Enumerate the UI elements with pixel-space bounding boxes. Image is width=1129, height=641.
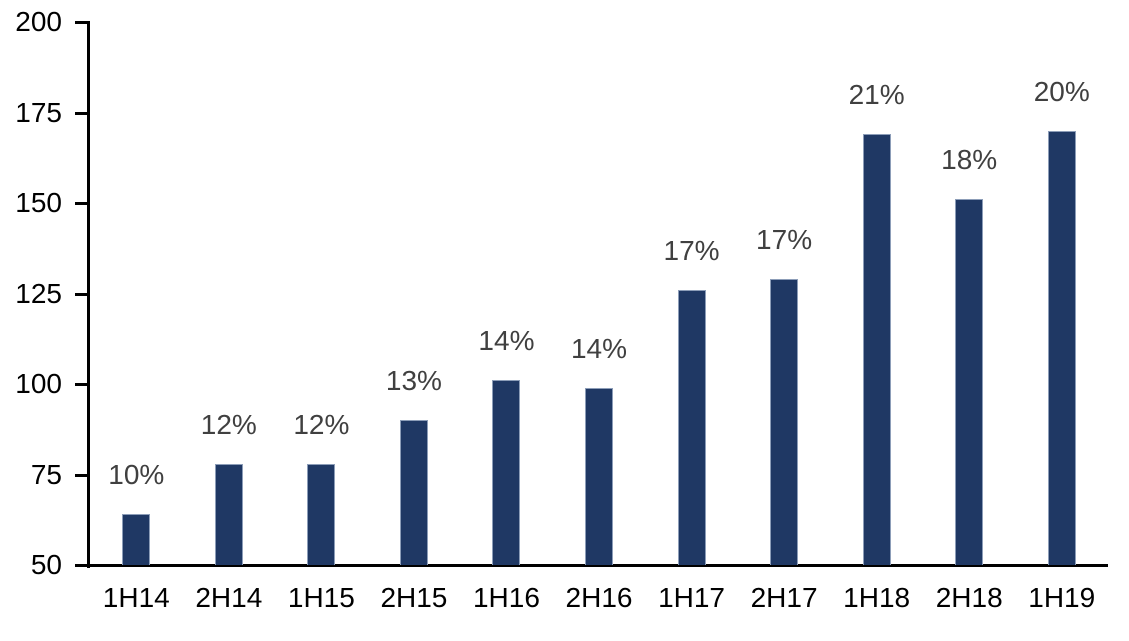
x-axis-label-2H17: 2H17	[750, 582, 818, 613]
y-axis-tick-200	[75, 21, 90, 24]
y-axis-tick-75	[75, 473, 90, 477]
x-axis-label-1H17: 1H17	[658, 582, 725, 613]
y-axis-label-75: 75	[30, 458, 62, 490]
bar-1H15	[307, 463, 336, 565]
bar-value-label-2H15: 13%	[385, 365, 442, 397]
bar-1H18	[862, 134, 891, 565]
x-axis-label-1H19: 1H19	[1028, 582, 1096, 613]
bar-value-label-2H16: 14%	[570, 332, 628, 364]
x-axis-label-2H16: 2H16	[565, 582, 633, 613]
bar-2H15	[399, 420, 428, 565]
y-axis-tick-125	[75, 292, 90, 296]
bar-2H17	[770, 279, 799, 565]
bar-2H18	[955, 199, 984, 565]
bar-value-label-2H18: 18%	[941, 144, 998, 176]
bar-value-label-1H16: 14%	[478, 325, 535, 357]
y-axis-tick-150	[75, 202, 90, 205]
y-axis-tick-100	[75, 383, 90, 386]
y-axis-label-125: 125	[15, 277, 62, 309]
bar-value-label-1H19: 20%	[1033, 75, 1090, 107]
y-axis-label-200: 200	[15, 6, 62, 37]
bar-1H17	[677, 289, 706, 565]
y-axis-tick-175	[75, 111, 90, 115]
bar-value-label-1H14: 10%	[108, 459, 165, 491]
bar-2H14	[214, 463, 243, 565]
x-axis-label-2H18: 2H18	[935, 582, 1003, 613]
x-axis-label-1H14: 1H14	[102, 582, 170, 613]
x-axis-line	[75, 564, 1108, 567]
x-axis-label-1H18: 1H18	[843, 582, 911, 613]
y-axis-label-50: 50	[30, 549, 62, 580]
bar-1H19	[1047, 130, 1076, 565]
x-axis-label-2H15: 2H15	[380, 582, 448, 613]
bar-2H16	[585, 387, 613, 565]
y-axis-label-100: 100	[15, 368, 62, 399]
bar-value-label-1H18: 21%	[848, 79, 905, 111]
x-axis-label-2H14: 2H14	[195, 582, 263, 613]
bar-value-label-2H14: 12%	[200, 408, 257, 440]
x-axis-label-1H15: 1H15	[287, 582, 355, 613]
bar-value-label-2H17: 17%	[756, 224, 813, 256]
bar-value-label-1H15: 12%	[293, 408, 350, 440]
bar-1H14	[122, 514, 151, 565]
x-axis-label-1H16: 1H16	[472, 582, 540, 613]
bar-value-label-1H17: 17%	[663, 234, 720, 266]
y-axis-label-150: 150	[15, 187, 62, 218]
y-axis-label-175: 175	[15, 96, 62, 128]
bar-1H16	[492, 380, 521, 565]
